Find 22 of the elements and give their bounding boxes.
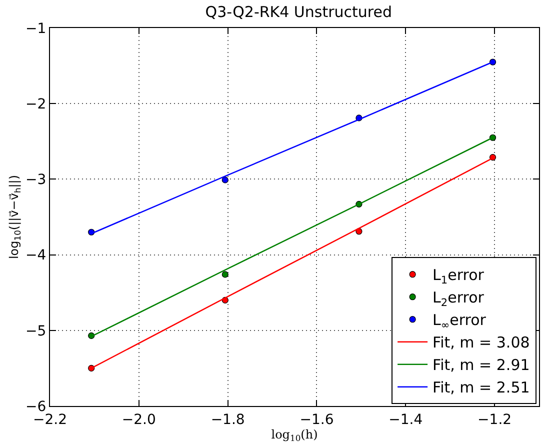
x-tick-label: −1.4 — [388, 412, 423, 428]
y-tick-label: −1 — [26, 20, 46, 37]
legend-label: L$_{2}$error — [432, 288, 485, 309]
point — [222, 271, 228, 278]
x-tick-label: −2.0 — [122, 412, 156, 428]
legend-label: L$_{1}$error — [432, 266, 485, 286]
y-tick-label: −4 — [26, 248, 46, 264]
x-tick-label: −1.6 — [300, 412, 334, 428]
x-tick-label: −1.8 — [210, 412, 245, 428]
y-tick-label: −5 — [26, 323, 46, 340]
point — [489, 154, 496, 161]
legend-label: Fit, m = 3.08 — [432, 334, 530, 352]
y-tick-label: −2 — [26, 96, 46, 112]
legend-label: L$_{∞}$error — [432, 311, 487, 332]
point — [222, 176, 228, 184]
chart-title: Q3-Q2-RK4 Unstructured — [205, 3, 392, 22]
legend-label: Fit, m = 2.91 — [432, 356, 530, 374]
legend-label: Fit, m = 2.51 — [432, 378, 530, 397]
y-tick-label: −3 — [26, 172, 46, 188]
x-axis-title: log$_{10}$(h) — [271, 427, 318, 443]
x-tick-label: −1.2 — [478, 412, 512, 428]
point — [88, 332, 95, 339]
